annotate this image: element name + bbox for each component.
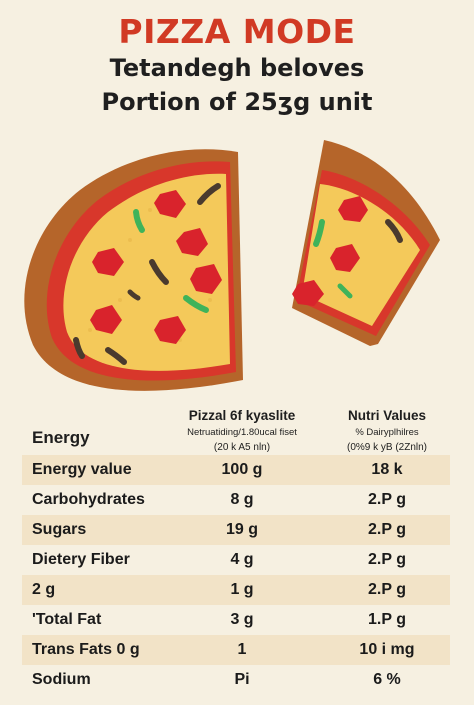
table-row: 'Total Fat 3 g 1.P g <box>22 605 450 635</box>
row-value-nutri: 2.P g <box>368 491 406 508</box>
row-value-nutri: 18 k <box>371 461 403 478</box>
nutrition-table: Energy Pizzal 6f kyaslite Netruatiding/1… <box>22 400 450 695</box>
row-value-pizza: 8 g <box>230 491 254 508</box>
row-label: Dietery Fiber <box>32 551 130 568</box>
small-pizza-slice <box>292 140 440 346</box>
large-pizza-slice <box>24 149 244 391</box>
table-row: Energy value 100 g 18 k <box>22 455 450 485</box>
row-value-pizza: 1 g <box>230 581 254 598</box>
row-value-pizza: 19 g <box>225 521 258 538</box>
row-value-pizza: 1 <box>237 641 247 658</box>
column-header-title: Nutri Values <box>347 408 427 423</box>
row-value-nutri: 2.P g <box>368 581 406 598</box>
column-header-subtitle: Netruatiding/1.80ucal fiset <box>187 427 297 438</box>
column-header-2: Nutri Values % Dairyplhilres (0%9 k yB (… <box>327 408 447 453</box>
row-value-pizza: 3 g <box>230 611 254 628</box>
row-label: Carbohydrates <box>32 491 145 508</box>
row-label: Energy value <box>32 461 132 478</box>
row-value-nutri: 1.P g <box>368 611 406 628</box>
table-row: Trans Fats 0 g 1 10 i mg <box>22 635 450 665</box>
row-value-pizza: 100 g <box>221 461 263 478</box>
table-header: Energy Pizzal 6f kyaslite Netruatiding/1… <box>22 400 450 455</box>
column-header-note: (0%9 k yB (2Znln) <box>346 442 428 453</box>
row-header-label: Energy <box>32 428 90 447</box>
subtitle-line-2: Portion of 25ʒg unit <box>101 88 373 116</box>
row-label: Trans Fats 0 g <box>32 641 140 658</box>
row-value-pizza: Pi <box>234 671 250 688</box>
table-row: Dietery Fiber 4 g 2.P g <box>22 545 450 575</box>
subtitle-line-1: Tetandegh beloves <box>109 54 365 82</box>
table-row: Carbohydrates 8 g 2.P g <box>22 485 450 515</box>
row-value-nutri: 2.P g <box>368 521 406 538</box>
pizza-illustration <box>24 140 440 391</box>
column-header-subtitle: % Dairyplhilres <box>355 427 419 438</box>
row-label: 2 g <box>32 581 56 598</box>
row-label: 'Total Fat <box>32 611 102 628</box>
column-header-note: (20 k A5 nln) <box>213 442 271 453</box>
row-value-nutri: 6 % <box>373 671 401 688</box>
row-value-pizza: 4 g <box>230 551 254 568</box>
row-label: Sugars <box>32 521 87 538</box>
table-row: Sugars 19 g 2.P g <box>22 515 450 545</box>
column-header-title: Pizzal 6f kyaslite <box>188 408 296 423</box>
table-row: 2 g 1 g 2.P g <box>22 575 450 605</box>
column-header-1: Pizzal 6f kyaslite Netruatiding/1.80ucal… <box>172 408 312 453</box>
table-row: Sodium Pi 6 % <box>22 665 450 695</box>
page-title: PIZZA MODE <box>118 12 356 51</box>
row-label: Sodium <box>32 671 91 688</box>
row-value-nutri: 2.P g <box>368 551 406 568</box>
row-value-nutri: 10 i mg <box>359 641 415 658</box>
